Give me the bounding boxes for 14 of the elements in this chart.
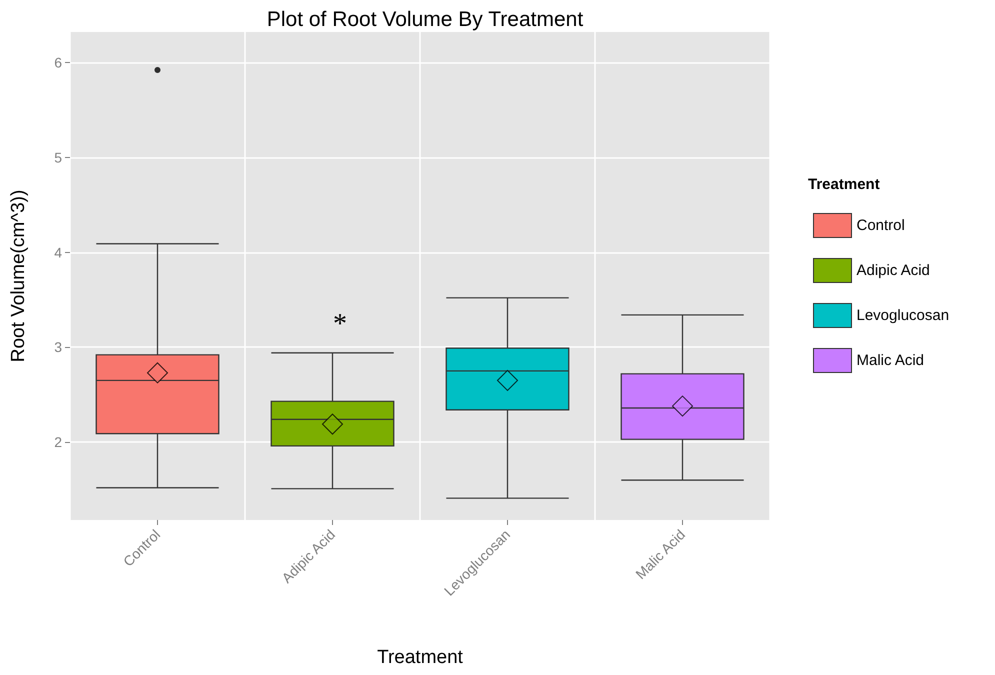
annotation: * — [333, 308, 347, 340]
x-axis-title: Treatment — [377, 647, 464, 668]
y-tick-label: 4 — [54, 244, 62, 260]
legend-title: Treatment — [808, 176, 880, 193]
y-tick-label: 3 — [54, 339, 62, 356]
legend-label: Malic Acid — [856, 352, 924, 369]
y-tick-label: 6 — [54, 54, 62, 70]
y-tick-label: 2 — [54, 434, 62, 450]
legend-label: Levoglucosan — [856, 307, 950, 324]
legend-label: Control — [856, 217, 905, 234]
y-tick-label: 5 — [54, 149, 62, 166]
y-axis-title: Root Volume(cm^3)) — [8, 190, 29, 362]
chart-title: Plot of Root Volume By Treatment — [266, 8, 584, 31]
legend-label: Adipic Acid — [856, 262, 930, 279]
